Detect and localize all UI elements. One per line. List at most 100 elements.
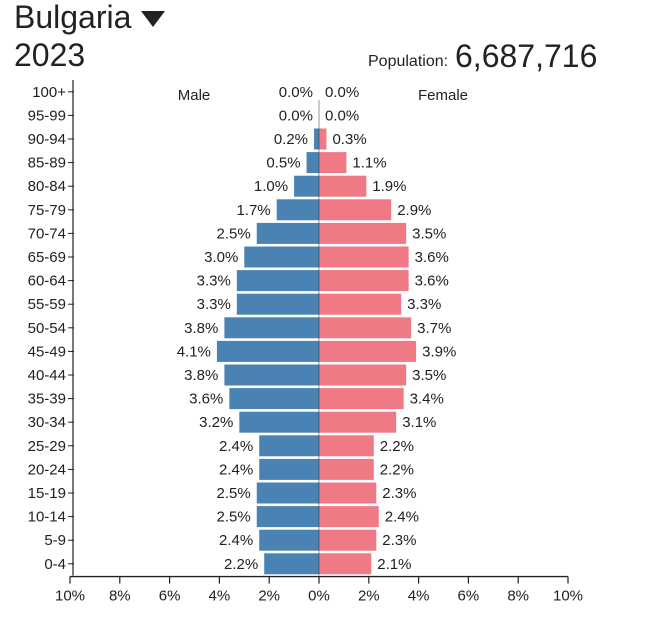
female-value-label: 3.6% (415, 249, 449, 266)
female-value-label: 2.2% (380, 461, 414, 478)
age-group-label: 50-54 (28, 320, 66, 337)
age-group-label: 60-64 (28, 273, 66, 290)
legend-female: Female (418, 87, 468, 104)
female-value-label: 2.2% (380, 438, 414, 455)
legend-male: Male (178, 87, 211, 104)
male-value-label: 3.8% (184, 320, 218, 337)
male-value-label: 3.3% (197, 273, 231, 290)
age-group-label: 40-44 (28, 367, 66, 384)
male-bar-30-34[interactable] (239, 411, 319, 433)
female-value-label: 0.3% (332, 131, 366, 148)
female-value-label: 2.3% (382, 532, 416, 549)
age-group-label: 65-69 (28, 249, 66, 266)
female-bar-20-24[interactable] (319, 458, 374, 480)
female-value-label: 2.4% (385, 509, 419, 526)
female-bar-15-19[interactable] (319, 482, 377, 504)
male-bar-60-64[interactable] (236, 270, 319, 292)
male-bar-65-69[interactable] (244, 246, 319, 268)
male-value-label: 0.0% (279, 84, 313, 101)
age-group-label: 20-24 (28, 461, 66, 478)
female-bar-85-89[interactable] (319, 152, 347, 174)
x-tick-label: 6% (159, 588, 181, 605)
age-group-label: 80-84 (28, 178, 66, 195)
male-bar-15-19[interactable] (256, 482, 319, 504)
male-value-label: 3.8% (184, 367, 218, 384)
x-tick-label: 4% (209, 588, 231, 605)
female-bar-10-14[interactable] (319, 506, 379, 528)
female-bar-70-74[interactable] (319, 222, 407, 244)
male-value-label: 3.0% (204, 249, 238, 266)
country-selector[interactable]: Bulgaria (14, 0, 166, 36)
male-bar-50-54[interactable] (224, 317, 319, 339)
female-value-label: 1.1% (352, 155, 386, 172)
year-label: 2023 (14, 37, 86, 73)
dropdown-caret-icon (141, 11, 166, 27)
male-value-label: 2.5% (217, 485, 251, 502)
x-tick-label: 10% (55, 588, 85, 605)
male-bar-85-89[interactable] (306, 152, 319, 174)
male-value-label: 1.0% (254, 178, 288, 195)
male-value-label: 3.2% (199, 414, 233, 431)
male-bar-80-84[interactable] (294, 175, 319, 197)
male-value-label: 2.4% (219, 532, 253, 549)
female-value-label: 0.0% (325, 84, 359, 101)
male-bar-35-39[interactable] (229, 388, 319, 410)
female-bar-35-39[interactable] (319, 388, 404, 410)
male-value-label: 2.2% (224, 556, 258, 573)
female-bar-90-94[interactable] (319, 128, 327, 150)
female-bar-65-69[interactable] (319, 246, 409, 268)
male-bar-5-9[interactable] (259, 529, 319, 551)
female-bar-50-54[interactable] (319, 317, 412, 339)
female-bar-5-9[interactable] (319, 529, 377, 551)
age-group-label: 70-74 (28, 225, 66, 242)
female-value-label: 3.7% (417, 320, 451, 337)
male-value-label: 0.2% (274, 131, 308, 148)
female-bar-45-49[interactable] (319, 340, 417, 362)
female-value-label: 3.9% (422, 343, 456, 360)
female-bar-80-84[interactable] (319, 175, 367, 197)
female-bar-55-59[interactable] (319, 293, 402, 315)
male-bar-25-29[interactable] (259, 435, 319, 457)
male-bar-40-44[interactable] (224, 364, 319, 386)
age-group-label: 0-4 (44, 556, 66, 573)
age-group-label: 5-9 (44, 532, 66, 549)
age-group-label: 30-34 (28, 414, 66, 431)
male-value-label: 3.3% (197, 296, 231, 313)
male-bar-10-14[interactable] (256, 506, 319, 528)
age-group-label: 75-79 (28, 202, 66, 219)
female-bar-40-44[interactable] (319, 364, 407, 386)
female-bar-0-4[interactable] (319, 553, 372, 575)
age-group-label: 25-29 (28, 438, 66, 455)
female-bar-25-29[interactable] (319, 435, 374, 457)
male-bar-90-94[interactable] (314, 128, 319, 150)
population-value: 6,687,716 (455, 38, 598, 74)
male-value-label: 4.1% (177, 343, 211, 360)
male-bar-70-74[interactable] (256, 222, 319, 244)
age-group-label: 10-14 (28, 509, 66, 526)
x-tick-label: 4% (408, 588, 430, 605)
age-group-label: 85-89 (28, 155, 66, 172)
male-value-label: 0.5% (266, 155, 300, 172)
female-value-label: 3.5% (412, 225, 446, 242)
female-value-label: 2.3% (382, 485, 416, 502)
age-group-label: 15-19 (28, 485, 66, 502)
male-bar-0-4[interactable] (264, 553, 319, 575)
age-group-label: 100+ (32, 84, 66, 101)
male-bar-75-79[interactable] (276, 199, 319, 221)
female-bar-75-79[interactable] (319, 199, 392, 221)
female-value-label: 1.9% (372, 178, 406, 195)
country-name: Bulgaria (14, 0, 132, 35)
male-bar-55-59[interactable] (236, 293, 319, 315)
female-value-label: 3.3% (407, 296, 441, 313)
male-bar-20-24[interactable] (259, 458, 319, 480)
x-tick-label: 0% (308, 588, 330, 605)
x-tick-label: 2% (258, 588, 280, 605)
female-bar-60-64[interactable] (319, 270, 409, 292)
female-bar-30-34[interactable] (319, 411, 397, 433)
population-label: Population: (368, 53, 449, 70)
x-tick-label: 10% (553, 588, 583, 605)
x-tick-label: 2% (358, 588, 380, 605)
male-bar-45-49[interactable] (216, 340, 319, 362)
